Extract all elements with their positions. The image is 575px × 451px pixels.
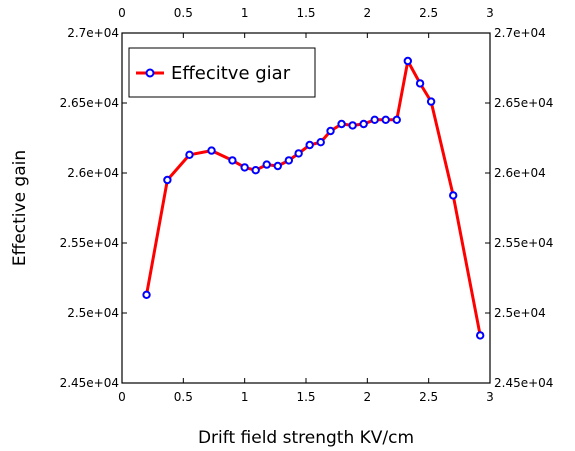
x-tick-label-bottom: 0.5: [174, 390, 193, 404]
x-tick-label-bottom: 2: [364, 390, 372, 404]
data-point: [449, 191, 458, 200]
data-point: [273, 161, 282, 171]
data-point: [294, 149, 303, 158]
data-point: [185, 150, 194, 160]
x-tick-label-top: 1.5: [296, 6, 315, 20]
data-point: [370, 115, 379, 125]
data-point: [251, 166, 260, 175]
y-tick-label-right: 2.7e+04: [494, 26, 546, 40]
x-tick-label-top: 2.5: [419, 6, 438, 20]
data-point: [381, 115, 390, 125]
data-point: [240, 163, 249, 172]
y-tick-label-right: 2.6e+04: [494, 166, 546, 180]
y-tick-label-left: 2.45e+04: [60, 376, 119, 390]
legend-marker-sample: [145, 68, 155, 78]
series-layer: [142, 56, 485, 340]
data-point: [348, 121, 357, 130]
data-point: [392, 115, 401, 125]
x-tick-label-bottom: 2.5: [419, 390, 438, 404]
x-tick-label-top: 0.5: [174, 6, 193, 20]
data-point: [475, 331, 485, 340]
x-tick-label-top: 3: [486, 6, 494, 20]
x-tick-label-bottom: 0: [118, 390, 126, 404]
y-axis-title: Effective gain: [10, 150, 30, 266]
x-tick-label-top: 0: [118, 6, 126, 20]
data-point: [426, 97, 436, 106]
x-axis-title: Drift field strength KV/cm: [198, 428, 414, 448]
x-tick-label-top: 2: [364, 6, 372, 20]
x-tick-label-bottom: 3: [486, 390, 494, 404]
y-tick-label-right: 2.65e+04: [494, 96, 553, 110]
x-tick-label-bottom: 1: [241, 390, 249, 404]
data-point: [403, 56, 413, 66]
data-point: [316, 138, 325, 147]
y-tick-label-left: 2.55e+04: [60, 236, 119, 250]
data-point: [415, 79, 425, 88]
data-point: [326, 126, 335, 136]
y-tick-label-left: 2.65e+04: [60, 96, 119, 110]
data-point: [359, 119, 368, 129]
data-point: [142, 290, 151, 299]
data-point: [163, 175, 172, 185]
data-point: [284, 156, 294, 165]
y-tick-label-right: 2.45e+04: [494, 376, 553, 390]
y-tick-label-right: 2.55e+04: [494, 236, 553, 250]
data-point: [207, 146, 216, 155]
y-tick-label-right: 2.5e+04: [494, 306, 546, 320]
legend: Effecitve giar: [128, 47, 316, 98]
data-point: [305, 140, 314, 150]
y-tick-label-left: 2.7e+04: [67, 26, 119, 40]
axis-ticks: [121, 32, 491, 384]
legend-label: Effecitve giar: [171, 63, 291, 84]
data-point: [228, 156, 237, 165]
y-tick-label-left: 2.6e+04: [67, 166, 119, 180]
y-tick-label-left: 2.5e+04: [67, 306, 119, 320]
x-tick-label-top: 1: [241, 6, 249, 20]
x-tick-label-bottom: 1.5: [296, 390, 315, 404]
data-point: [337, 119, 346, 129]
data-point: [262, 160, 271, 169]
